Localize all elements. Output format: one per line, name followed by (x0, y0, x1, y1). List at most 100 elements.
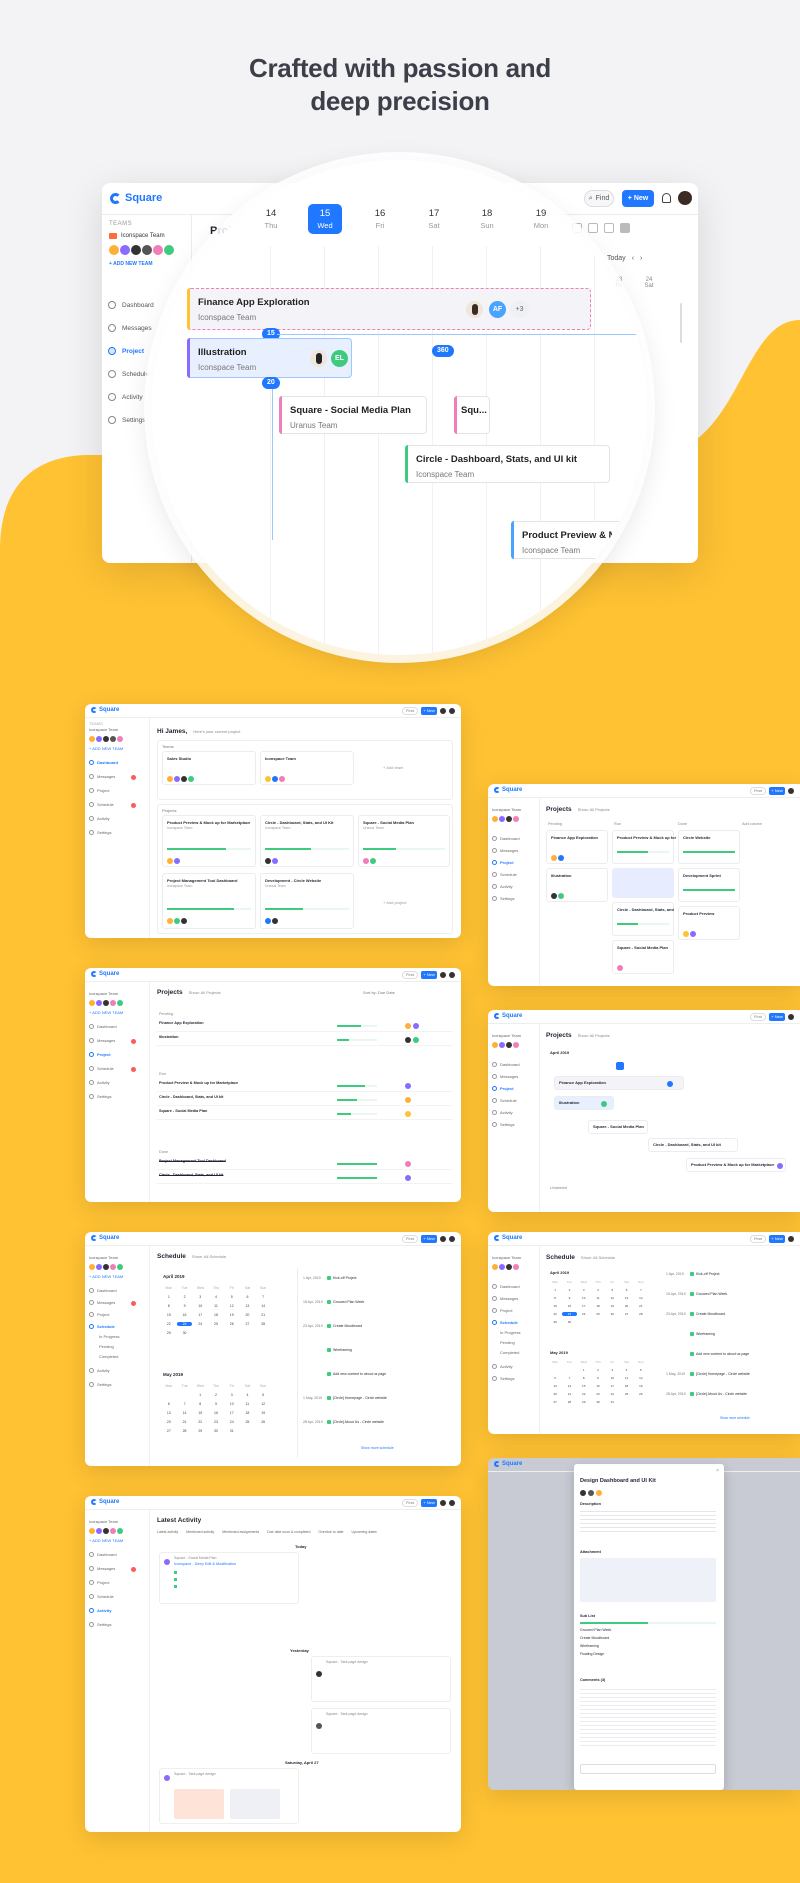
nav-schedule[interactable]: Schedule (89, 802, 114, 807)
calendar-day[interactable]: 11 (214, 1304, 218, 1308)
nav-settings[interactable]: Settings (89, 1622, 111, 1627)
calendar-day[interactable]: 4 (246, 1393, 249, 1397)
calendar-day[interactable]: 15 (198, 1411, 203, 1415)
subtask-item[interactable]: Create Moodboard (580, 1636, 610, 1640)
nav-project[interactable]: Project (492, 860, 514, 865)
day-header[interactable]: 13 Mon (197, 208, 237, 230)
calendar-day[interactable]: 10 (229, 1402, 234, 1406)
calendar-day[interactable]: 19 (639, 1384, 643, 1388)
activity-item[interactable]: Square - Task page design (311, 1708, 451, 1754)
new-button[interactable]: + New (421, 1235, 437, 1243)
checkbox-icon[interactable] (327, 1276, 331, 1281)
calendar-day[interactable]: 26 (261, 1420, 266, 1424)
nav-dashboard[interactable]: Dashboard (89, 1024, 117, 1029)
calendar-day[interactable]: 5 (640, 1368, 642, 1372)
calendar-day[interactable]: 10 (582, 1296, 586, 1300)
filter-chip[interactable]: Mentioned assignments (222, 1530, 260, 1534)
table-row[interactable]: Circle - Dashboard, Stats, and UI kit (157, 1172, 453, 1184)
schedule-event[interactable]: 23 Apr, 2019 Create Moodboard (666, 1312, 725, 1317)
calendar-day[interactable]: 20 (166, 1420, 171, 1424)
day-header[interactable]: 19 Mon (521, 208, 561, 230)
nav-project[interactable]: Project (108, 347, 144, 355)
bell-icon[interactable] (440, 972, 446, 978)
nav-activity[interactable]: Activity (492, 1364, 513, 1369)
user-avatar[interactable] (449, 972, 455, 978)
calendar-day[interactable]: 6 (554, 1376, 556, 1380)
calendar-day[interactable]: 27 (245, 1322, 250, 1326)
calendar-day[interactable]: 28 (567, 1400, 572, 1404)
table-row[interactable]: Product Preview & Mock up for Marketplac… (157, 1080, 453, 1092)
schedule-event[interactable]: 23 Apr, 2019 Create Moodboard (303, 1324, 362, 1329)
nav-project[interactable]: Project (89, 1052, 111, 1057)
calendar-day[interactable]: 16 (182, 1313, 187, 1317)
schedule-filter[interactable]: Completed (99, 1354, 119, 1359)
nav-dashboard[interactable]: Dashboard (108, 301, 154, 309)
nav-dashboard[interactable]: Dashboard (492, 1284, 520, 1289)
calendar-day[interactable]: 29 (166, 1331, 171, 1335)
calendar-day[interactable]: 24 (610, 1392, 614, 1396)
nav-dashboard[interactable]: Dashboard (89, 760, 118, 765)
timeline-bar[interactable]: Finance App Exploration Iconspace Team A… (187, 288, 591, 330)
calendar-day[interactable]: 8 (199, 1402, 202, 1406)
today-button[interactable]: Today (607, 255, 626, 262)
calendar-day[interactable]: 13 (553, 1384, 557, 1388)
calendar-day[interactable]: 3 (582, 1288, 585, 1292)
calendar-day[interactable]: 2 (597, 1368, 599, 1372)
schedule-event[interactable]: 1 Apr, 2019 Kick-off Project (666, 1272, 719, 1277)
calendar-day[interactable]: 24 (229, 1420, 234, 1424)
timeline-bar[interactable]: Square - Social Media Plan (588, 1120, 648, 1134)
schedule-event[interactable]: 15 Apr, 2019 Grooved Plan Week (666, 1292, 727, 1297)
load-more-link[interactable]: Show more schedule (720, 1416, 750, 1420)
nav-dashboard[interactable]: Dashboard (492, 836, 520, 841)
calendar-day[interactable]: 18 (245, 1411, 250, 1415)
schedule-filter[interactable]: In Progress (99, 1334, 120, 1339)
nav-dashboard[interactable]: Dashboard (492, 1062, 520, 1067)
nav-activity[interactable]: Activity (89, 1608, 111, 1613)
find-button[interactable]: Find (402, 707, 418, 715)
calendar-day[interactable]: 25 (245, 1420, 250, 1424)
image-thumbnail[interactable] (230, 1789, 280, 1819)
calendar-day[interactable]: 25 (214, 1322, 218, 1326)
timeline-bar[interactable]: Product Preview & Mock up for Marketplac… (686, 1158, 786, 1172)
nav-messages[interactable]: Messages (492, 1074, 518, 1079)
kanban-card[interactable]: Square - Social Media Plan (612, 940, 674, 974)
calendar-day[interactable]: 7 (640, 1288, 642, 1292)
schedule-event[interactable]: Add new content to about us page (666, 1352, 749, 1357)
find-button[interactable]: Find (402, 971, 418, 979)
user-avatar[interactable] (449, 1500, 455, 1506)
calendar-day[interactable]: 26 (610, 1312, 614, 1316)
calendar-day[interactable]: 25 (596, 1312, 600, 1316)
calendar-day[interactable]: 21 (567, 1392, 572, 1396)
nav-messages[interactable]: Messages (89, 774, 115, 779)
calendar-day[interactable]: 11 (245, 1402, 250, 1406)
day-header[interactable]: 17 Sat (414, 208, 454, 230)
checkbox-icon[interactable] (690, 1392, 694, 1397)
calendar-day[interactable]: 23 (176, 1322, 193, 1326)
checkbox-icon[interactable] (690, 1372, 694, 1377)
nav-schedule[interactable]: Schedule (492, 872, 517, 877)
new-button[interactable]: + New (769, 787, 785, 795)
timeline-bar[interactable]: Squ... (454, 396, 490, 434)
schedule-filter[interactable]: Completed (500, 1350, 520, 1355)
calendar-day[interactable]: 29 (582, 1400, 586, 1404)
calendar-day[interactable]: 24 (582, 1312, 586, 1316)
list-view-icon[interactable] (604, 223, 614, 233)
day-header[interactable]: 18 Sun (467, 208, 507, 230)
calendar-day[interactable]: 20 (624, 1304, 629, 1308)
add-team-link[interactable]: + ADD NEW TEAM (89, 1274, 124, 1279)
project-card[interactable]: Circle - Dashboard, Stats, and UI Kit Ico… (260, 815, 354, 867)
checkbox-icon[interactable] (327, 1324, 331, 1329)
find-button[interactable]: Find (402, 1499, 418, 1507)
timeline-bar[interactable]: Finance App Exploration (554, 1076, 684, 1090)
nav-schedule[interactable]: Schedule (89, 1324, 115, 1329)
new-button[interactable]: + New (421, 971, 437, 979)
nav-schedule[interactable]: Schedule (108, 370, 149, 378)
schedule-event[interactable]: 1 May, 2019 [Circle] Homepage - Circle we… (303, 1396, 387, 1401)
calendar-day[interactable]: 14 (639, 1296, 643, 1300)
project-card[interactable]: Product Preview & Mock up for Marketplac… (162, 815, 256, 867)
day-header[interactable]: 16 Fri (360, 208, 400, 230)
new-button[interactable]: + New (769, 1013, 785, 1021)
calendar-day[interactable]: 30 (214, 1429, 218, 1433)
calendar-day[interactable]: 23 (562, 1312, 577, 1316)
calendar-day[interactable]: 28 (261, 1322, 266, 1326)
